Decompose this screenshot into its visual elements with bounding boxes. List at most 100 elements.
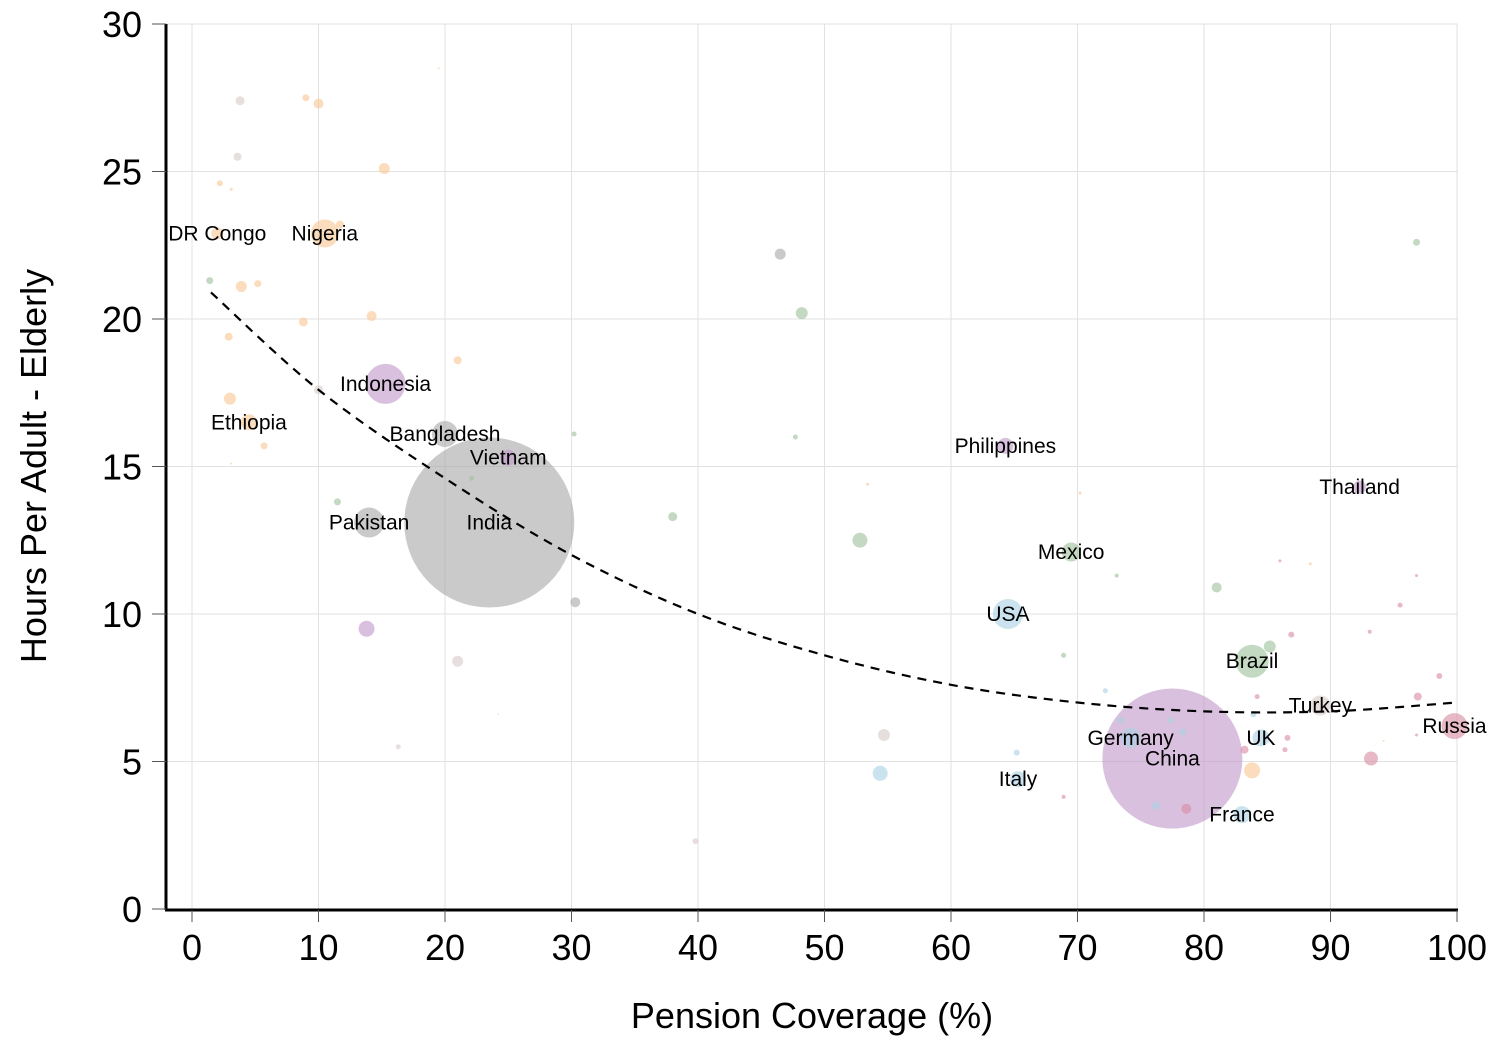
bubble <box>1178 728 1186 736</box>
bubble <box>1102 688 1108 694</box>
point-label: Germany <box>1087 727 1174 750</box>
bubble <box>1211 582 1222 593</box>
bubble <box>469 475 475 481</box>
bubble <box>1278 559 1282 563</box>
bubble <box>1308 562 1312 566</box>
bubble <box>774 248 786 260</box>
bubble <box>866 482 870 486</box>
bubble <box>1397 602 1403 608</box>
point-label: Turkey <box>1289 694 1353 717</box>
y-tick-label: 15 <box>102 447 142 488</box>
bubble <box>1181 803 1192 814</box>
bubble <box>1382 739 1385 742</box>
bubble-ethiopia <box>240 414 257 431</box>
x-tick-label: 10 <box>298 927 338 968</box>
x-tick-label: 40 <box>678 927 718 968</box>
point-label: Brazil <box>1226 650 1279 673</box>
bubble <box>333 498 341 506</box>
grid-lines <box>166 23 1458 910</box>
bubble <box>358 620 375 637</box>
bubble-brazil <box>1235 644 1269 678</box>
y-tick-label: 5 <box>122 742 142 783</box>
bubble <box>852 532 868 548</box>
bubble-mexico <box>1061 542 1081 562</box>
bubble <box>216 180 223 187</box>
bubble <box>235 96 245 106</box>
bubble <box>795 307 808 320</box>
bubble <box>1151 801 1160 810</box>
bubble <box>1117 716 1125 724</box>
bubbles <box>206 67 1468 845</box>
bubble <box>453 356 462 365</box>
bubble <box>1413 238 1421 246</box>
bubble <box>223 392 236 405</box>
bubble <box>1367 629 1372 634</box>
bubble <box>877 728 890 741</box>
bubble <box>570 597 581 608</box>
point-label: France <box>1209 804 1274 827</box>
bubble <box>298 317 308 327</box>
bubble-dr-congo <box>211 227 224 240</box>
bubble-nigeria <box>310 219 339 248</box>
bubble-turkey <box>1310 695 1331 716</box>
bubble <box>230 462 233 465</box>
bubble <box>233 152 242 161</box>
bubble <box>260 442 268 450</box>
x-tick-label: 80 <box>1184 927 1224 968</box>
y-tick-label: 10 <box>102 594 142 635</box>
bubble-philippines <box>997 437 1014 454</box>
bubble <box>1061 652 1067 658</box>
point-label: Indonesia <box>340 373 431 396</box>
y-tick-label: 25 <box>102 152 142 193</box>
point-labels: DR Congo Nigeria Ethiopia Indonesia Banglade… <box>168 222 1487 826</box>
bubble-bangladesh <box>432 421 458 448</box>
x-tick-label: 0 <box>182 927 202 968</box>
bubble <box>792 434 798 440</box>
x-axis-title: Pension Coverage (%) <box>631 995 993 1036</box>
bubble <box>497 713 499 716</box>
y-tick-label: 30 <box>102 4 142 45</box>
point-label: Mexico <box>1038 541 1105 564</box>
bubble <box>1415 733 1419 737</box>
bubble-vietnam <box>500 449 517 466</box>
bubble <box>437 67 440 70</box>
bubble <box>224 332 233 341</box>
bubble-india <box>404 437 575 608</box>
point-label: DR Congo <box>168 222 266 245</box>
bubble <box>571 431 577 437</box>
bubble-germany <box>1120 727 1141 748</box>
y-axis-title: Hours Per Adult - Elderly <box>13 269 54 663</box>
y-tick-label: 0 <box>122 889 142 930</box>
x-ticks: 0 10 20 30 40 50 60 70 80 90 100 <box>182 910 1487 968</box>
bubble <box>1263 640 1276 653</box>
bubble-france <box>1233 806 1251 824</box>
bubble <box>1244 762 1261 779</box>
y-ticks: 0 5 10 15 20 25 30 <box>102 4 166 930</box>
bubble <box>254 280 262 288</box>
bubble <box>1061 794 1066 799</box>
bubble <box>1240 745 1249 754</box>
bubble <box>1168 717 1175 724</box>
bubble <box>366 311 377 322</box>
bubble-uk <box>1252 729 1270 747</box>
point-label: Vietnam <box>470 447 547 470</box>
point-label: Thailand <box>1319 476 1400 499</box>
x-tick-label: 70 <box>1057 927 1097 968</box>
x-tick-label: 100 <box>1427 927 1487 968</box>
bubble <box>378 163 390 175</box>
point-label: Russia <box>1422 715 1487 738</box>
bubble <box>1284 734 1291 741</box>
bubble <box>1114 573 1119 578</box>
x-tick-label: 50 <box>804 927 844 968</box>
x-tick-label: 30 <box>551 927 591 968</box>
bubble <box>1363 751 1378 766</box>
x-tick-label: 20 <box>425 927 465 968</box>
point-label: Ethiopia <box>211 411 287 434</box>
x-tick-label: 90 <box>1310 927 1350 968</box>
point-label: Italy <box>999 768 1038 791</box>
bubble <box>1078 491 1082 495</box>
point-label: Pakistan <box>329 512 410 535</box>
bubble <box>1288 631 1295 638</box>
bubble <box>452 655 464 667</box>
